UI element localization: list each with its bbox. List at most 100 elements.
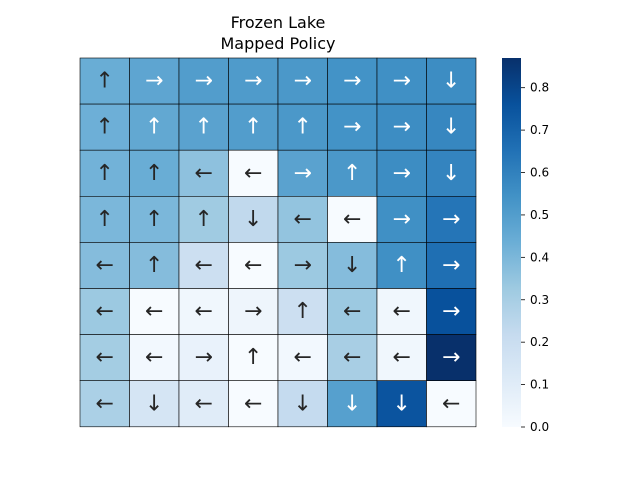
colorbar-tick-label: 0.2 [530,335,549,349]
heatmap-cell [228,103,279,151]
cell-arrow-annotation: → [442,299,460,324]
heatmap-cell [376,196,427,243]
heatmap-cell [178,196,229,243]
heatmap-cell [426,57,477,105]
cell-arrow-annotation: → [294,161,312,186]
heatmap-cell [178,242,229,289]
heatmap-cell [426,288,477,335]
cell-arrow-annotation: ← [393,345,411,370]
cell-arrow-annotation: → [145,69,163,94]
heatmap-cell [327,149,378,197]
heatmap-cell [376,334,427,382]
cell-arrow-annotation: ↑ [145,161,163,186]
cell-arrow-annotation: ↑ [145,253,163,278]
cell-arrow-annotation: ↓ [294,391,312,416]
heatmap-cell [327,103,378,151]
heatmap-cell [376,288,427,335]
heatmap-cell [426,242,477,289]
cell-arrow-annotation: ← [294,207,312,232]
colorbar-tick-label: 0.8 [530,81,549,95]
cell-arrow-annotation: ↑ [393,253,411,278]
heatmap-cell [79,334,130,382]
heatmap-cell [327,57,378,105]
cell-arrow-annotation: → [393,115,411,140]
heatmap-cell [228,196,279,243]
colorbar-tick-label: 0.7 [530,123,549,137]
heatmap-cell [426,380,477,428]
cell-arrow-annotation: → [195,69,213,94]
cell-arrow-annotation: ↓ [442,115,460,140]
cell-arrow-annotation: ↑ [96,69,114,94]
cell-arrow-annotation: ↓ [393,391,411,416]
heatmap-cell [277,334,328,382]
heatmap-cell [129,57,180,105]
cell-arrow-annotation: ↑ [145,207,163,232]
heatmap-cell [178,380,229,428]
chart-title: Frozen Lake [231,13,326,32]
cell-arrow-annotation: ← [195,391,213,416]
heatmap-cell [79,57,130,105]
heatmap-cell [79,149,130,197]
heatmap-cell [129,380,180,428]
cell-arrow-annotation: ↓ [343,253,361,278]
heatmap-cell [129,334,180,382]
heatmap-cell [277,380,328,428]
cell-arrow-annotation: ↓ [145,391,163,416]
heatmap-cell [178,149,229,197]
cell-arrow-annotation: ← [96,391,114,416]
cell-arrow-annotation: → [343,115,361,140]
cell-arrow-annotation: ↑ [343,161,361,186]
colorbar-tick-label: 0.1 [530,378,549,392]
cell-arrow-annotation: → [442,345,460,370]
heatmap-cell [228,242,279,289]
cell-arrow-annotation: ← [442,391,460,416]
heatmap-cell [178,334,229,382]
heatmap-cell [79,380,130,428]
heatmap-cell [79,196,130,243]
heatmap-cell [129,288,180,335]
cell-arrow-annotation: ↑ [244,115,262,140]
heatmap-cell [426,103,477,151]
cell-arrow-annotation: ← [343,207,361,232]
heatmap-cell [327,380,378,428]
heatmap-cell [228,57,279,105]
heatmap-cell [228,380,279,428]
cell-arrow-annotation: → [343,69,361,94]
heatmap-cell [277,242,328,289]
heatmap-cell [376,149,427,197]
cell-arrow-annotation: ↑ [195,207,213,232]
heatmap-cell [277,57,328,105]
heatmap-cell [228,149,279,197]
heatmap-cell [129,103,180,151]
cell-arrow-annotation: ← [96,253,114,278]
cell-arrow-annotation: → [442,207,460,232]
cell-arrow-annotation: ← [343,299,361,324]
cell-arrow-annotation: ↑ [294,115,312,140]
heatmap-cell [327,288,378,335]
cell-arrow-annotation: ← [244,391,262,416]
cell-arrow-annotation: ← [145,345,163,370]
cell-arrow-annotation: → [244,299,262,324]
heatmap-cell [426,334,477,382]
cell-arrow-annotation: ↑ [195,115,213,140]
heatmap-cell [277,149,328,197]
cell-arrow-annotation: ← [244,161,262,186]
chart-subtitle: Mapped Policy [220,34,335,53]
heatmap-cell [277,103,328,151]
heatmap-cell [426,149,477,197]
cell-arrow-annotation: ← [195,253,213,278]
cell-arrow-annotation: → [393,161,411,186]
colorbar-tick-label: 0.3 [530,293,549,307]
colorbar-tick-label: 0.0 [530,420,549,434]
cell-arrow-annotation: ↑ [96,161,114,186]
heatmap-cell [178,288,229,335]
cell-arrow-annotation: → [294,69,312,94]
cell-arrow-annotation: ← [96,345,114,370]
cell-arrow-annotation: → [393,207,411,232]
cell-arrow-annotation: → [244,69,262,94]
colorbar [502,58,521,427]
cell-arrow-annotation: ← [195,299,213,324]
heatmap-cell [327,334,378,382]
heatmap: ↑ → → → → → → ↓ ↑ ↑ ↑ ↑ ↑ → → ↓ ↑ ↑ ← ← → ↑ → ↓ ↑ ↑ ↑ ↓ ← ← → → ← ↑ ← ← → ↓ ↑ →… [79,57,477,428]
